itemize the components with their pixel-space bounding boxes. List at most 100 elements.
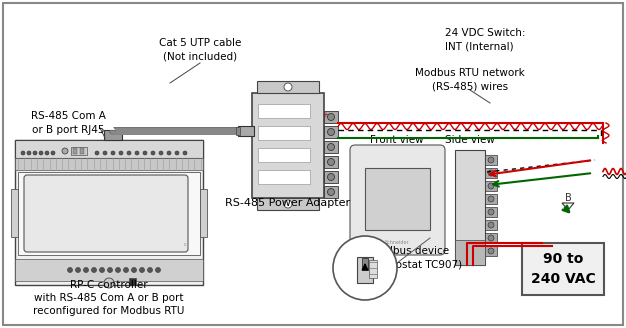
Circle shape [127, 151, 131, 155]
Circle shape [131, 268, 136, 273]
Bar [15, 140, 203, 158]
Circle shape [27, 151, 31, 155]
Bar [485, 168, 497, 178]
Circle shape [45, 151, 49, 155]
Text: Modbus device
(Thermostat TC907): Modbus device (Thermostat TC907) [358, 246, 462, 270]
Circle shape [76, 268, 81, 273]
Bar [455, 150, 485, 265]
Bar [324, 126, 338, 138]
Bar [369, 260, 377, 278]
Bar [455, 240, 485, 265]
Circle shape [327, 144, 334, 151]
Bar [258, 148, 310, 162]
Circle shape [488, 209, 494, 215]
Circle shape [327, 158, 334, 166]
Circle shape [140, 268, 145, 273]
Circle shape [488, 222, 494, 228]
Circle shape [488, 183, 494, 189]
Bar [324, 111, 338, 123]
Circle shape [95, 151, 99, 155]
Circle shape [167, 151, 171, 155]
Bar [80, 148, 84, 154]
FancyBboxPatch shape [24, 175, 188, 252]
Circle shape [488, 196, 494, 202]
Circle shape [68, 268, 73, 273]
Circle shape [488, 157, 494, 163]
Bar [129, 278, 136, 285]
Circle shape [488, 248, 494, 254]
Circle shape [33, 151, 37, 155]
Circle shape [327, 129, 334, 135]
Bar [357, 257, 373, 283]
Circle shape [333, 236, 397, 300]
Bar [18, 172, 200, 255]
Circle shape [135, 151, 139, 155]
Circle shape [284, 83, 292, 91]
Bar [485, 155, 497, 165]
Bar [362, 258, 368, 270]
Circle shape [123, 268, 128, 273]
Circle shape [488, 235, 494, 241]
Bar [485, 220, 497, 230]
Bar [258, 126, 310, 140]
Circle shape [159, 151, 163, 155]
Circle shape [100, 268, 105, 273]
Circle shape [155, 268, 160, 273]
Bar [485, 194, 497, 204]
Bar [252, 93, 324, 198]
Bar [324, 171, 338, 183]
Circle shape [327, 113, 334, 120]
Bar [258, 104, 310, 118]
Bar [73, 148, 77, 154]
Text: Modbus RTU network
(RS-485) wires: Modbus RTU network (RS-485) wires [415, 69, 525, 92]
Circle shape [183, 151, 187, 155]
Circle shape [83, 268, 88, 273]
Bar [15, 158, 203, 170]
Text: 24 VDC Switch:
INT (Internal): 24 VDC Switch: INT (Internal) [445, 29, 525, 51]
Circle shape [148, 268, 153, 273]
Text: Side view: Side view [445, 135, 495, 145]
Circle shape [119, 151, 123, 155]
Bar [236, 127, 240, 135]
Text: RS-485 Com A
or B port RJ45: RS-485 Com A or B port RJ45 [31, 112, 105, 134]
Circle shape [62, 148, 68, 154]
Text: Schneider: Schneider [385, 240, 409, 245]
Circle shape [327, 189, 334, 195]
Bar [485, 181, 497, 191]
Bar [257, 81, 319, 93]
Circle shape [104, 278, 114, 288]
Text: RS-485 Power Adapter: RS-485 Power Adapter [225, 198, 351, 208]
Bar [200, 189, 207, 237]
Text: Front view: Front view [370, 135, 424, 145]
Bar [104, 130, 122, 140]
Bar [15, 259, 203, 281]
Bar [71, 147, 87, 155]
Circle shape [103, 151, 107, 155]
Circle shape [91, 268, 96, 273]
Text: Cat 5 UTP cable
(Not included): Cat 5 UTP cable (Not included) [159, 38, 241, 62]
Circle shape [284, 200, 292, 208]
Text: +: + [322, 112, 328, 118]
Bar [324, 141, 338, 153]
Bar [485, 207, 497, 217]
Circle shape [143, 151, 147, 155]
Bar [324, 186, 338, 198]
Bar [238, 126, 254, 136]
Circle shape [51, 151, 55, 155]
Circle shape [108, 268, 113, 273]
Circle shape [327, 174, 334, 180]
FancyBboxPatch shape [350, 145, 445, 255]
Bar [257, 198, 319, 210]
Circle shape [111, 151, 115, 155]
Bar [485, 246, 497, 256]
Text: RP-C controller
with RS-485 Com A or B port
reconfigured for Modbus RTU: RP-C controller with RS-485 Com A or B p… [33, 280, 185, 316]
Text: 90 to
240 VAC: 90 to 240 VAC [531, 252, 595, 286]
Bar [15, 140, 203, 285]
Circle shape [21, 151, 25, 155]
Bar [365, 168, 430, 230]
Bar [485, 233, 497, 243]
Circle shape [151, 151, 155, 155]
Bar [324, 156, 338, 168]
Text: c: c [183, 242, 187, 248]
Text: B: B [565, 193, 572, 203]
